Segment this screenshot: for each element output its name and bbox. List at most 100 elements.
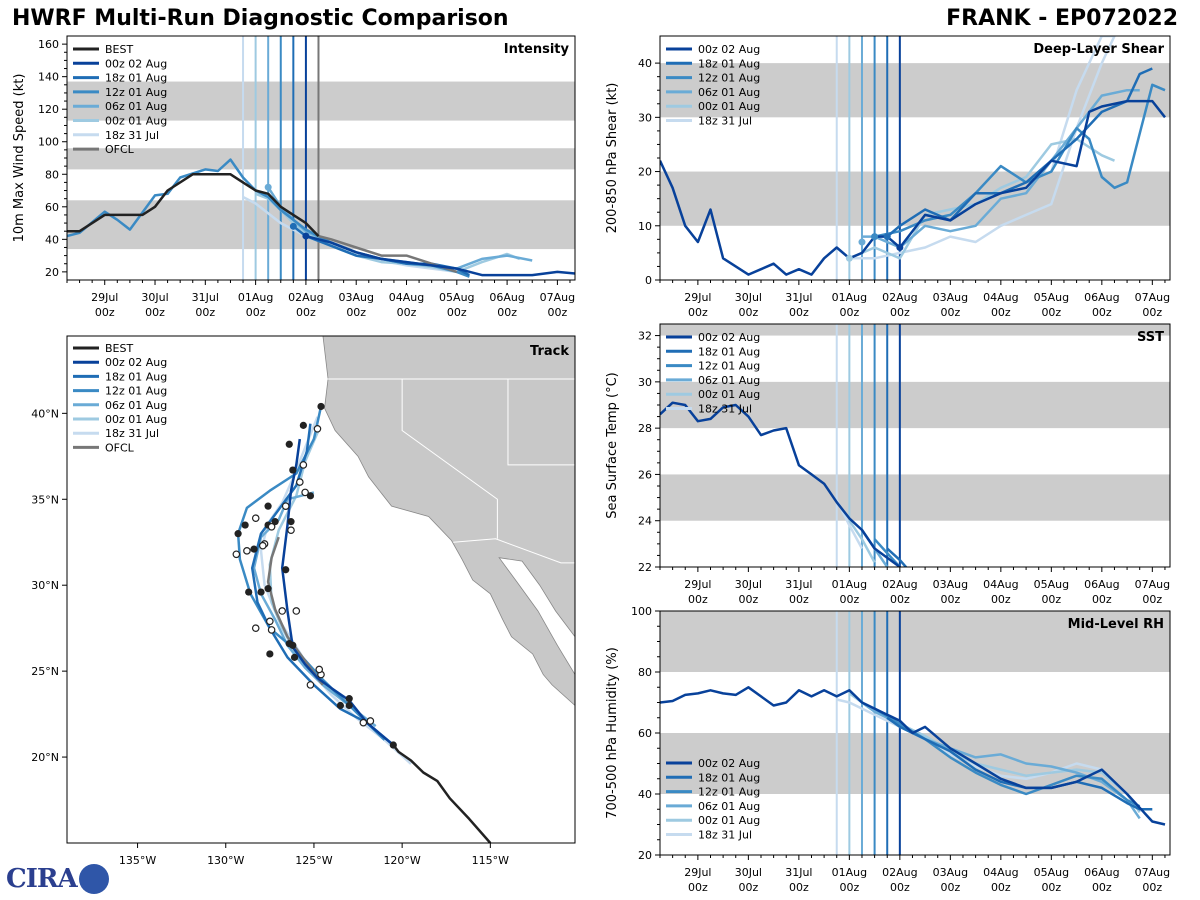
track-point-open: [281, 502, 290, 510]
track-point-filled: [317, 402, 325, 411]
x-tick-label: 00z: [346, 306, 366, 319]
legend-label: 18z 01 Aug: [698, 771, 760, 784]
track-line: [252, 491, 377, 728]
y-tick-label: 100: [631, 605, 652, 618]
track-point-open: [266, 617, 274, 626]
y-tick-label: 26: [638, 468, 652, 481]
x-tick-label: 31Jul: [192, 291, 219, 304]
track-point-filled: [345, 695, 353, 703]
x-tick-label: 01Aug: [832, 578, 867, 591]
x-tick-label: 00z: [548, 306, 568, 319]
x-tick-label: 30Jul: [735, 578, 762, 591]
series-marker: [264, 183, 272, 191]
band: [67, 148, 575, 170]
track-point-open: [267, 522, 276, 531]
series-line: [1050, 36, 1115, 172]
track-point-filled: [250, 545, 258, 553]
y-tick-label: 25°N: [31, 665, 59, 678]
x-tick-label: 31Jul: [785, 578, 812, 591]
track-point-open: [292, 607, 301, 615]
panel-title: Deep-Layer Shear: [1033, 42, 1164, 57]
x-tick-label: 00z: [738, 306, 758, 319]
y-tick-label: 160: [38, 38, 59, 51]
track-point-open: [313, 425, 322, 433]
x-tick-label: 05Aug: [1034, 866, 1069, 879]
track-point-open: [301, 488, 309, 497]
x-tick-label: 00z: [991, 881, 1011, 894]
x-tick-label: 30Jul: [735, 866, 762, 879]
series-marker: [871, 233, 879, 241]
border-line: [453, 538, 575, 564]
y-tick-label: 35°N: [31, 493, 59, 506]
y-tick-label: 28: [638, 422, 652, 435]
legend-label: 18z 01 Aug: [698, 345, 760, 358]
shear-panel: 0 10 20 30 40 29Jul 00z 30Jul 00z 31Jul 00z 01Aug 00…: [605, 35, 1171, 319]
x-tick-label: 05Aug: [1034, 291, 1069, 304]
legend-label: BEST: [105, 43, 133, 56]
legend-label: BEST: [105, 342, 133, 355]
y-tick-label: 0: [645, 274, 652, 287]
x-tick-label: 01Aug: [832, 866, 867, 879]
y-tick-label: 60: [45, 201, 59, 214]
x-tick-label: 00z: [991, 593, 1011, 606]
x-tick-label: 00z: [940, 881, 960, 894]
x-tick-label: 00z: [789, 306, 809, 319]
rh-panel: 20 40 60 80 100 29Jul 00z 30Jul 00z 31Jul 00z 01Aug…: [605, 605, 1171, 894]
series-line: [660, 99, 1166, 276]
x-tick-label: 03Aug: [933, 866, 968, 879]
x-tick-label: 00z: [839, 593, 859, 606]
track-point-filled: [306, 492, 315, 500]
x-tick-label: 03Aug: [933, 578, 968, 591]
legend-label: 18z 31 Jul: [105, 427, 159, 440]
track-point-open: [243, 547, 251, 555]
band: [660, 474, 1170, 521]
band: [67, 81, 575, 121]
series-line: [67, 173, 320, 237]
x-tick-label: 06Aug: [1084, 866, 1119, 879]
legend-label: 00z 01 Aug: [698, 388, 760, 401]
x-tick-label: 00z: [195, 306, 215, 319]
track-point-open: [267, 626, 276, 634]
border-line: [401, 378, 498, 539]
track-frame: [66, 335, 576, 844]
shear-plot-area: [660, 36, 1170, 280]
legend-label: 12z 01 Aug: [698, 360, 760, 373]
x-tick-label: 07Aug: [1135, 866, 1170, 879]
x-tick-label: 03Aug: [933, 291, 968, 304]
track-point-filled: [266, 650, 274, 658]
x-tick-label: 00z: [296, 306, 316, 319]
track-point-open: [251, 514, 260, 522]
x-tick-label: 00z: [688, 881, 708, 894]
series-line: [318, 234, 458, 274]
legend-label: 00z 01 Aug: [698, 814, 760, 827]
track-point-filled: [264, 502, 272, 510]
x-tick-label: 30Jul: [735, 291, 762, 304]
track-line: [236, 406, 386, 741]
track-point-filled: [289, 466, 297, 474]
track-point-open: [287, 526, 295, 535]
y-tick-label: 24: [638, 515, 652, 528]
track-point-open: [306, 681, 315, 689]
series-line: [660, 686, 1166, 826]
x-tick-label: 06Aug: [489, 291, 524, 304]
legend-label: 18z 31 Jul: [698, 115, 752, 128]
x-tick-label: 00z: [95, 306, 115, 319]
x-tick-label: 02Aug: [288, 291, 323, 304]
y-axis-label: 200-850 hPa Shear (kt): [605, 83, 620, 234]
legend-label: 00z 02 Aug: [698, 331, 760, 344]
y-tick-label: 100: [38, 136, 59, 149]
sst-plot-area: [660, 324, 1170, 567]
legend-label: 18z 01 Aug: [105, 72, 167, 85]
track-point-filled: [389, 741, 397, 749]
legend-label: 18z 01 Aug: [105, 370, 167, 383]
x-tick-label: 125°W: [295, 854, 332, 867]
panel-title: Intensity: [504, 42, 570, 57]
x-tick-label: 29Jul: [684, 291, 711, 304]
track-point-open: [251, 624, 260, 632]
x-tick-label: 03Aug: [338, 291, 373, 304]
x-tick-label: 00z: [1041, 593, 1061, 606]
x-tick-label: 00z: [1142, 306, 1162, 319]
intensity-plot-area: [67, 36, 575, 280]
legend-label: 00z 02 Aug: [105, 57, 167, 70]
panel-title: SST: [1137, 330, 1164, 345]
